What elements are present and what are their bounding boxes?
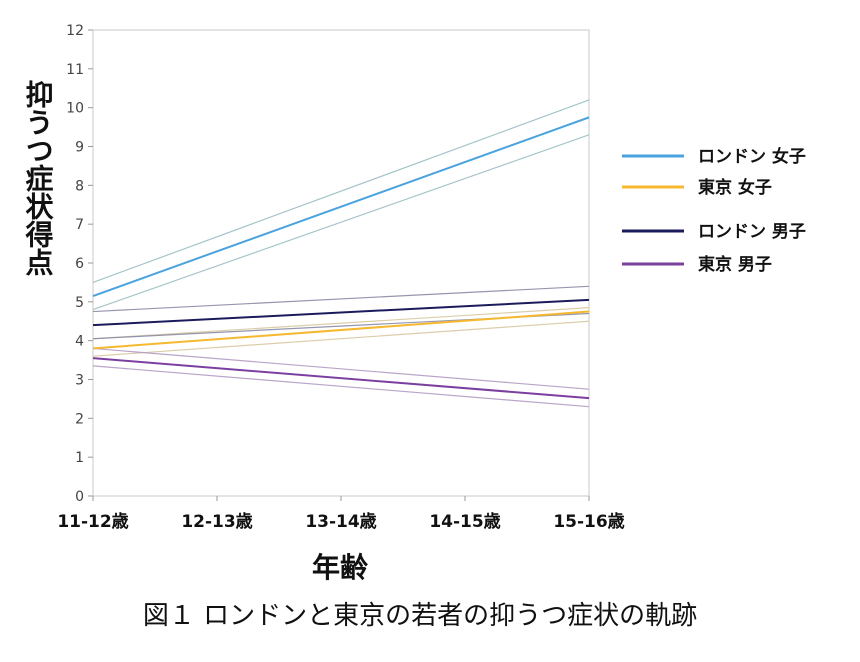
series-line [92,310,590,350]
legend-label: ロンドン 女子 [698,146,806,167]
legend-label: 東京 男子 [698,254,772,275]
x-tick-label: 12-13歳 [181,511,252,532]
ci-lower-line [92,134,590,311]
plot-area [92,29,590,497]
y-tick-label: 8 [75,178,84,194]
x-tick-label: 14-15歳 [429,511,500,532]
ci-lower-line [92,365,590,408]
y-tick-label: 1 [75,450,84,466]
x-tick-label: 11-12歳 [57,511,128,532]
y-tick-label: 7 [75,217,84,233]
y-tick-label: 0 [75,489,84,505]
x-tick-label: 13-14歳 [305,511,376,532]
series-line [92,357,590,400]
y-tick-label: 6 [75,256,84,272]
y-tick-label: 2 [75,411,84,427]
ci-upper-line [92,307,590,340]
x-axis: 11-12歳 12-13歳 13-14歳 14-15歳 15-16歳 [57,496,625,532]
y-axis-title: 抑うつ症状得点 [22,80,55,276]
x-tick-label: 15-16歳 [553,511,624,532]
y-tick-label: 11 [66,62,84,78]
series-line [92,116,590,297]
series-line [92,298,590,327]
y-tick-label: 5 [75,295,84,311]
series-lines [92,116,590,400]
y-tick-label: 10 [66,101,84,117]
y-tick-label: 12 [66,23,84,39]
ci-upper-line [92,99,590,283]
y-tick-label: 4 [75,334,84,350]
ci-lower-line [92,320,590,357]
legend-label: ロンドン 男子 [698,222,806,242]
x-axis-title: 年齢 [312,551,368,584]
y-tick-label: 3 [75,373,84,389]
legend-label: 東京 女子 [698,177,772,198]
figure-caption: 図１ ロンドンと東京の若者の抑うつ症状の軌跡 [143,601,697,631]
ci-upper-line [92,347,590,390]
ci-upper-line [92,285,590,313]
y-tick-label: 9 [75,140,84,156]
